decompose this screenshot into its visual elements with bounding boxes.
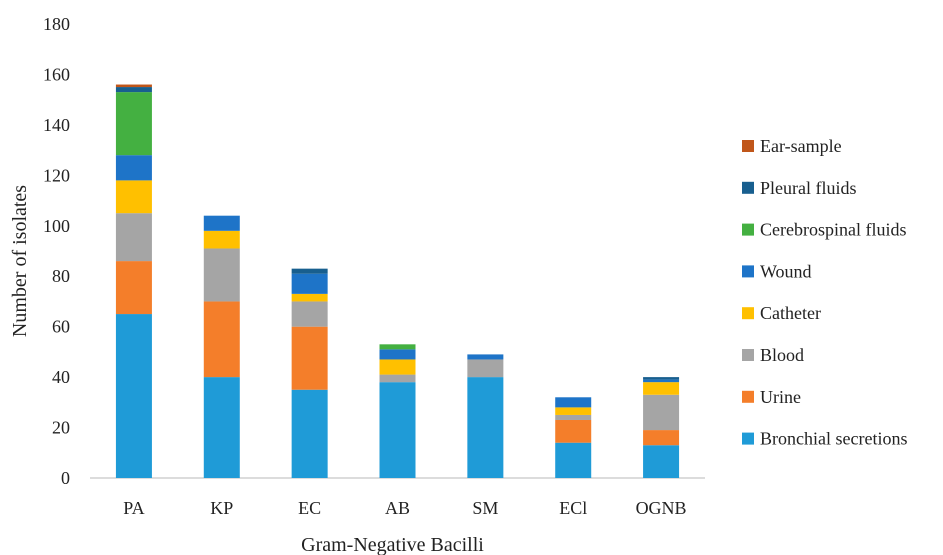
legend-label: Blood [760, 345, 804, 365]
x-tick-label: OGNB [636, 498, 687, 518]
y-tick-label: 100 [43, 216, 70, 236]
bar-segment-ec-bronchial-secretions [291, 389, 328, 478]
x-tick-label: ECl [559, 498, 587, 518]
legend-label: Cerebrospinal fluids [760, 220, 906, 240]
legend-label: Urine [760, 387, 801, 407]
bar-segment-pa-ear-sample [115, 84, 152, 88]
bar-segment-kp-catheter [203, 230, 240, 249]
x-tick-label: PA [123, 498, 144, 518]
y-tick-label: 0 [61, 468, 70, 488]
legend-swatch [742, 181, 754, 194]
bar-segment-ab-blood [379, 374, 416, 383]
bar-segment-ecl-bronchial-secretions [555, 442, 592, 478]
bar-segment-ab-wound [379, 349, 416, 360]
y-tick-label: 140 [43, 115, 70, 135]
bar-segment-pa-urine [115, 261, 152, 315]
y-tick-label: 20 [52, 418, 70, 438]
y-tick-label: 160 [43, 64, 70, 84]
bar-segment-ognb-pleural-fluids [643, 377, 680, 380]
y-tick-label: 60 [52, 317, 70, 337]
bar-segment-pa-blood [115, 213, 152, 262]
x-tick-label: KP [210, 498, 233, 518]
bar-segment-ecl-urine [555, 419, 592, 443]
bar-segment-kp-urine [203, 301, 240, 378]
y-tick-label: 120 [43, 165, 70, 185]
legend-label: Bronchial secretions [760, 429, 907, 449]
bar-segment-ognb-wound [643, 379, 680, 383]
x-tick-label: EC [298, 498, 321, 518]
x-axis-ticks: PA KP EC AB SM ECl OGNB [123, 498, 686, 518]
bar-segment-pa-pleural-fluids [115, 87, 152, 93]
bar-segment-ec-wound [291, 273, 328, 294]
legend-swatch [742, 223, 754, 236]
bar-segment-ec-pleural-fluids [291, 268, 328, 274]
legend-label: Wound [760, 261, 812, 281]
bar-segment-kp-bronchial-secretions [203, 377, 240, 478]
bar-segment-kp-wound [203, 215, 240, 231]
bar-segment-pa-bronchial-secretions [115, 314, 152, 478]
legend-swatch [742, 307, 754, 320]
bar-segment-pa-wound [115, 155, 152, 181]
bar-segment-ognb-bronchial-secretions [643, 445, 680, 478]
legend: Ear-sample Pleural fluids Cerebrospinal fl… [742, 136, 907, 449]
x-tick-label: SM [472, 498, 498, 518]
bar-segment-ognb-catheter [643, 382, 680, 395]
bar-segment-ecl-blood [555, 414, 592, 420]
bar-segment-pa-cerebrospinal-fluids [115, 92, 152, 156]
bar-segment-pa-catheter [115, 180, 152, 214]
legend-label: Pleural fluids [760, 178, 857, 198]
legend-label: Catheter [760, 303, 821, 323]
bar-segment-ognb-blood [643, 394, 680, 431]
bar-segment-sm-wound [467, 354, 504, 360]
bar-segment-ec-blood [291, 301, 328, 327]
bar-segment-sm-blood [467, 359, 504, 378]
y-tick-label: 40 [52, 367, 70, 387]
bar-segment-ognb-urine [643, 430, 680, 446]
bar-segment-ab-catheter [379, 359, 416, 375]
bar-segment-kp-blood [203, 248, 240, 302]
bar-segment-ab-bronchial-secretions [379, 382, 416, 478]
y-tick-label: 180 [43, 14, 70, 34]
bar-segment-ec-catheter [291, 293, 328, 302]
bar-segment-sm-bronchial-secretions [467, 377, 504, 478]
bar-segment-ab-cerebrospinal-fluids [379, 344, 416, 350]
x-axis-title: Gram-Negative Bacilli [301, 534, 484, 555]
legend-swatch [742, 140, 754, 152]
bar-segment-ecl-wound [555, 397, 592, 408]
legend-label: Ear-sample [760, 136, 842, 156]
bar-segment-ec-urine [291, 326, 328, 390]
legend-swatch [742, 265, 754, 278]
y-tick-label: 80 [52, 266, 70, 286]
bars [115, 84, 680, 478]
y-axis-ticks: 0 20 40 60 80 100 120 140 160 180 [43, 14, 70, 488]
x-tick-label: AB [385, 498, 410, 518]
legend-swatch [742, 349, 754, 361]
y-axis-title: Number of isolates [9, 185, 31, 337]
legend-swatch [742, 390, 754, 403]
legend-swatch [742, 432, 754, 445]
bar-segment-ecl-catheter [555, 407, 592, 415]
